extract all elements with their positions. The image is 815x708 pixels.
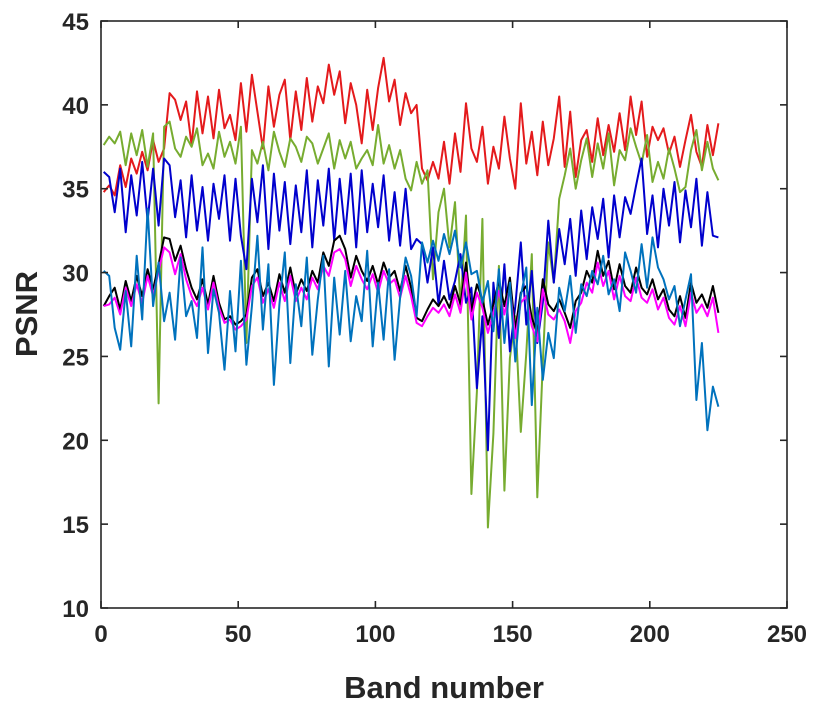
series-line-2 [102,120,720,529]
series-line-4 [102,234,720,334]
y-tick-label: 35 [62,177,89,204]
x-axis-title: Band number [344,670,544,705]
x-tick-label: 200 [630,621,670,648]
y-tick-label: 25 [62,344,89,371]
y-tick-label: 45 [62,9,89,36]
y-tick-label: 15 [62,512,89,539]
x-tick-label: 150 [493,621,533,648]
x-tick-label: 50 [225,621,252,648]
y-tick-label: 20 [62,428,89,455]
tick-layer: 0 50 100 150 200 250 10 15 20 25 30 35 40 45 [62,9,807,648]
series-line-1 [102,56,720,197]
y-axis-title: PSNR [9,271,44,357]
series-layer [102,56,720,529]
y-tick-label: 10 [62,596,89,623]
plot-frame [100,20,788,609]
x-tick-label: 100 [355,621,395,648]
y-tick-label: 30 [62,261,89,288]
y-tick-label: 40 [62,93,89,120]
x-tick-label: 250 [767,621,807,648]
x-tick-label: 0 [94,621,107,648]
series-line-3 [103,157,719,452]
series-line-6 [103,207,720,432]
